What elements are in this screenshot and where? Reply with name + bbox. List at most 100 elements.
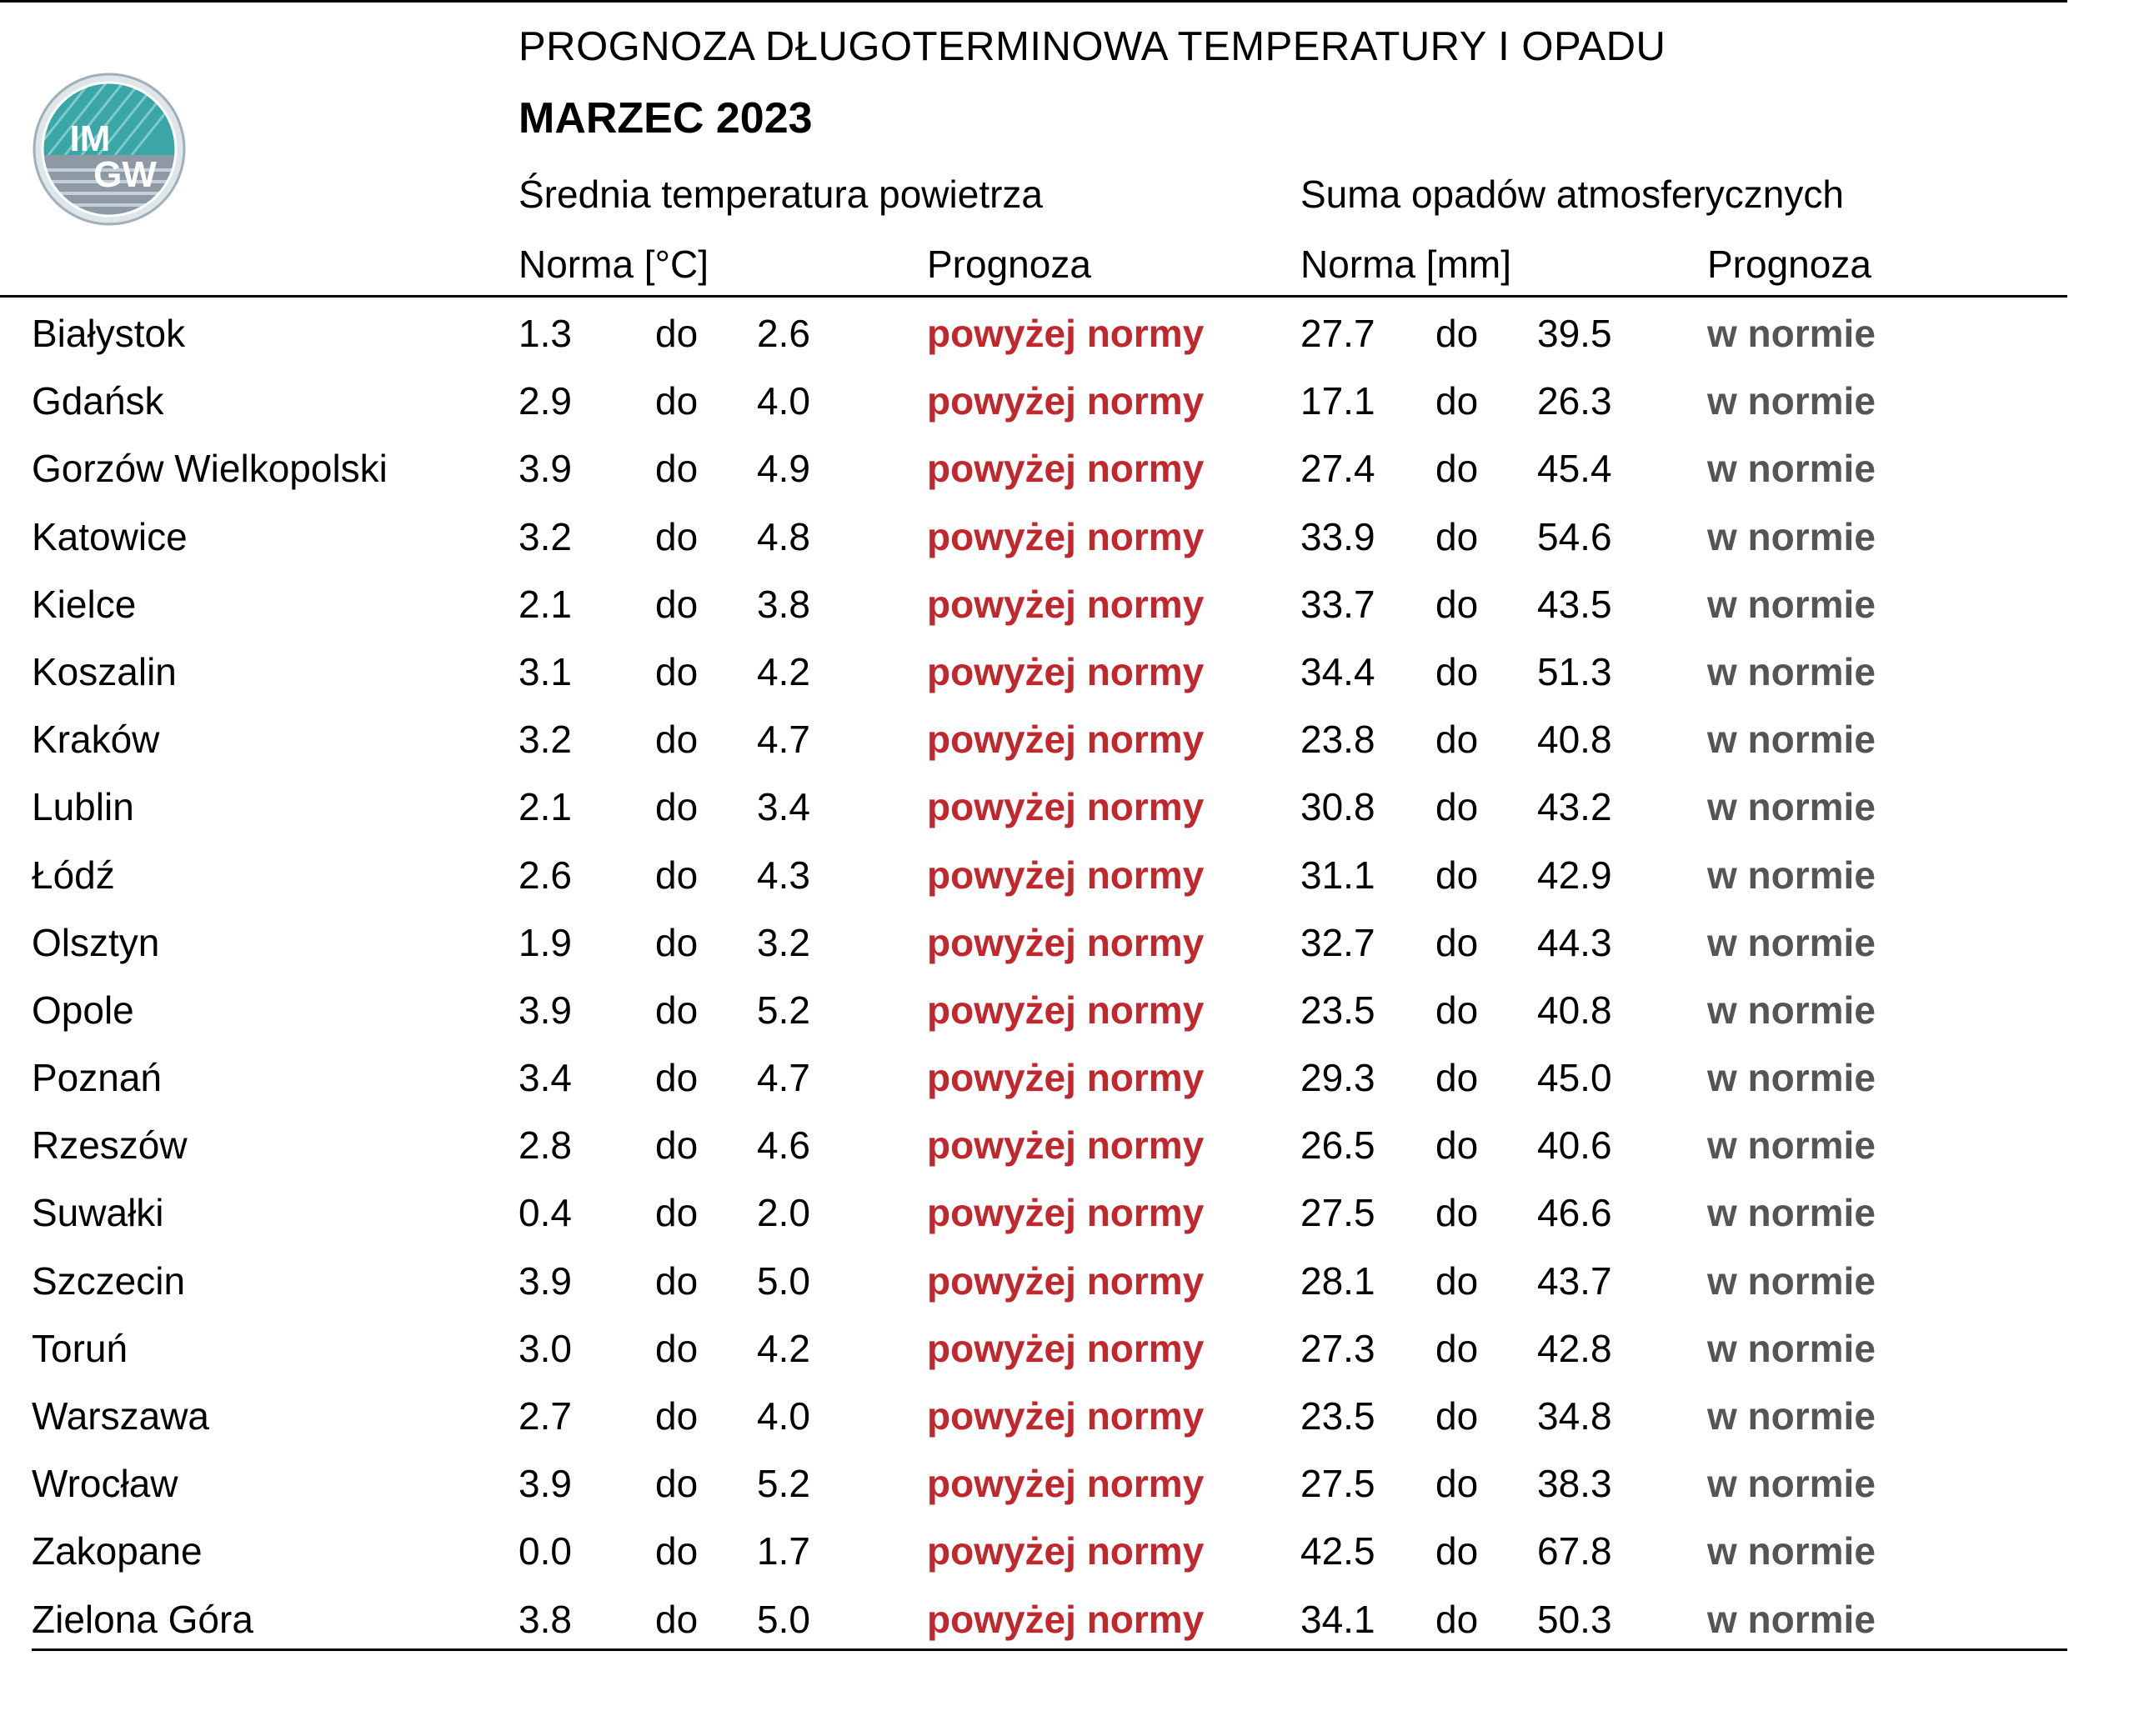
precip-forecast: w normie (1707, 649, 1876, 693)
precip-norm-max: 43.7 (1537, 1258, 1612, 1303)
city-name: Opole (32, 988, 134, 1032)
precip-forecast: w normie (1707, 1326, 1876, 1370)
precip-norm-min: 33.7 (1300, 582, 1375, 626)
temp-forecast: powyżej normy (927, 1056, 1205, 1100)
table-row: Opole 3.9 do 5.2 powyżej normy 23.5 do 4… (0, 977, 2067, 1044)
temp-forecast: powyżej normy (927, 1258, 1205, 1303)
precip-norm-max: 26.3 (1537, 379, 1612, 423)
precip-forecast: w normie (1707, 1529, 1876, 1573)
precip-range-sep: do (1435, 1326, 1479, 1370)
precip-norm-min: 29.3 (1300, 1056, 1375, 1100)
page-title: PROGNOZA DŁUGOTERMINOWA TEMPERATURY I OP… (518, 24, 1666, 69)
temp-range-sep: do (655, 853, 699, 897)
temp-range-sep: do (655, 1191, 699, 1235)
temp-norm-min: 3.0 (518, 1326, 572, 1370)
precip-norm-min: 27.5 (1300, 1191, 1375, 1235)
temp-range-sep: do (655, 1056, 699, 1100)
precip-range-sep: do (1435, 1123, 1479, 1168)
temp-norm-max: 1.7 (757, 1529, 810, 1573)
table-row: Toruń 3.0 do 4.2 powyżej normy 27.3 do 4… (0, 1315, 2067, 1383)
logo-text-im: IM (70, 118, 111, 159)
temp-norm-max: 4.7 (757, 1056, 810, 1100)
precip-norm-min: 31.1 (1300, 853, 1375, 897)
precip-norm-min: 28.1 (1300, 1258, 1375, 1303)
temp-forecast: powyżej normy (927, 312, 1205, 355)
precip-norm-min: 27.4 (1300, 447, 1375, 491)
precip-range-sep: do (1435, 1462, 1479, 1506)
temp-norm-min: 2.1 (518, 785, 572, 829)
city-name: Szczecin (32, 1258, 186, 1303)
precip-norm-min: 23.8 (1300, 718, 1375, 762)
temp-norm-max: 5.2 (757, 988, 810, 1032)
temp-norm-max: 4.7 (757, 718, 810, 762)
temp-norm-min: 2.7 (518, 1394, 572, 1438)
temp-forecast: powyżej normy (927, 1529, 1205, 1573)
bottom-divider (32, 1648, 2067, 1651)
temp-norm-max: 5.0 (757, 1597, 810, 1641)
temp-range-sep: do (655, 649, 699, 693)
temp-range-sep: do (655, 988, 699, 1032)
temp-norm-min: 3.9 (518, 1462, 572, 1506)
temp-range-sep: do (655, 1326, 699, 1370)
table-row: Łódź 2.6 do 4.3 powyżej normy 31.1 do 42… (0, 842, 2067, 909)
temp-forecast: powyżej normy (927, 1462, 1205, 1506)
precip-forecast: w normie (1707, 514, 1876, 558)
temp-norm-max: 4.9 (757, 447, 810, 491)
temp-norm-min: 3.4 (518, 1056, 572, 1100)
precip-forecast: w normie (1707, 312, 1876, 355)
page-subtitle: MARZEC 2023 (518, 94, 813, 143)
precip-range-sep: do (1435, 785, 1479, 829)
temp-norm-max: 5.2 (757, 1462, 810, 1506)
city-name: Koszalin (32, 649, 177, 693)
precip-range-sep: do (1435, 1394, 1479, 1438)
temp-norm-min: 0.0 (518, 1529, 572, 1573)
temp-group-header: Średnia temperatura powietrza (518, 173, 1043, 216)
temp-forecast: powyżej normy (927, 447, 1205, 491)
top-divider (0, 0, 2067, 3)
temp-norm-max: 4.6 (757, 1123, 810, 1168)
temp-norm-max: 4.2 (757, 1326, 810, 1370)
table-row: Wrocław 3.9 do 5.2 powyżej normy 27.5 do… (0, 1450, 2067, 1518)
temp-forecast: powyżej normy (927, 514, 1205, 558)
table-row: Warszawa 2.7 do 4.0 powyżej normy 23.5 d… (0, 1383, 2067, 1450)
temp-norm-max: 4.0 (757, 379, 810, 423)
table-row: Katowice 3.2 do 4.8 powyżej normy 33.9 d… (0, 503, 2067, 571)
precip-norm-max: 44.3 (1537, 920, 1612, 964)
city-name: Suwałki (32, 1191, 164, 1235)
precip-range-sep: do (1435, 920, 1479, 964)
temp-range-sep: do (655, 312, 699, 355)
city-name: Białystok (32, 312, 186, 355)
temp-norm-min: 3.9 (518, 447, 572, 491)
precip-range-sep: do (1435, 1529, 1479, 1573)
city-name: Gorzów Wielkopolski (32, 447, 388, 491)
temp-norm-min: 0.4 (518, 1191, 572, 1235)
precip-norm-min: 23.5 (1300, 1394, 1375, 1438)
table-row: Gdańsk 2.9 do 4.0 powyżej normy 17.1 do … (0, 368, 2067, 435)
city-name: Lublin (32, 785, 134, 829)
precip-range-sep: do (1435, 853, 1479, 897)
temp-norm-min: 3.1 (518, 649, 572, 693)
temp-range-sep: do (655, 447, 699, 491)
precip-range-sep: do (1435, 1191, 1479, 1235)
temp-norm-max: 5.0 (757, 1258, 810, 1303)
precip-forecast-header: Prognoza (1707, 243, 1871, 286)
temp-range-sep: do (655, 582, 699, 626)
table-row: Koszalin 3.1 do 4.2 powyżej normy 34.4 d… (0, 638, 2067, 706)
precip-range-sep: do (1435, 1597, 1479, 1641)
temp-norm-min: 2.9 (518, 379, 572, 423)
temp-norm-min: 3.2 (518, 514, 572, 558)
precip-norm-min: 33.9 (1300, 514, 1375, 558)
temp-range-sep: do (655, 1394, 699, 1438)
temp-norm-min: 2.1 (518, 582, 572, 626)
table-row: Suwałki 0.4 do 2.0 powyżej normy 27.5 do… (0, 1179, 2067, 1247)
city-name: Wrocław (32, 1462, 178, 1506)
precip-forecast: w normie (1707, 1462, 1876, 1506)
imgw-logo: IM GW (33, 73, 186, 226)
temp-forecast: powyżej normy (927, 649, 1205, 693)
precip-norm-min: 34.1 (1300, 1597, 1375, 1641)
precip-norm-max: 39.5 (1537, 312, 1612, 355)
temp-norm-min: 2.8 (518, 1123, 572, 1168)
header-divider (0, 295, 2067, 298)
precip-norm-min: 17.1 (1300, 379, 1375, 423)
city-name: Gdańsk (32, 379, 164, 423)
